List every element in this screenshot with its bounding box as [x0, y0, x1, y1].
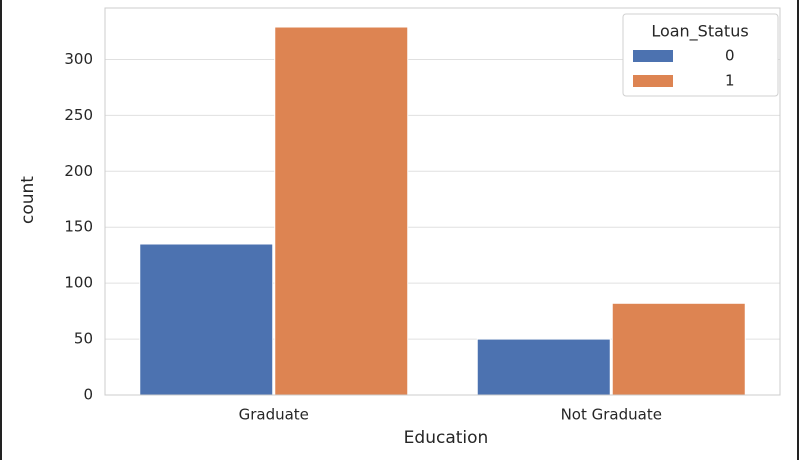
x-axis-label: Education: [404, 428, 489, 448]
y-tick-label: 100: [64, 274, 93, 292]
legend-swatch: [633, 50, 673, 62]
y-tick-label: 250: [64, 106, 93, 124]
legend-label: 0: [725, 47, 735, 65]
bar: [274, 26, 409, 396]
legend: Loan_Status 0 1: [622, 13, 779, 97]
y-tick-label: 150: [64, 218, 93, 236]
y-tick-label: 300: [64, 50, 93, 68]
bars: [139, 26, 746, 396]
plot-frame: [104, 7, 781, 396]
bar: [476, 338, 611, 396]
legend-swatch: [633, 75, 673, 87]
x-tick-label: Graduate: [239, 406, 309, 424]
y-tick-label: 50: [74, 330, 93, 348]
x-tick-label: Not Graduate: [561, 406, 662, 424]
y-axis-label: count: [18, 176, 38, 224]
y-tick-label: 0: [83, 386, 93, 404]
bar: [611, 302, 746, 396]
bar: [139, 243, 274, 396]
legend-title: Loan_Status: [651, 22, 748, 42]
legend-label: 1: [725, 72, 735, 90]
y-tick-label: 200: [64, 162, 93, 180]
